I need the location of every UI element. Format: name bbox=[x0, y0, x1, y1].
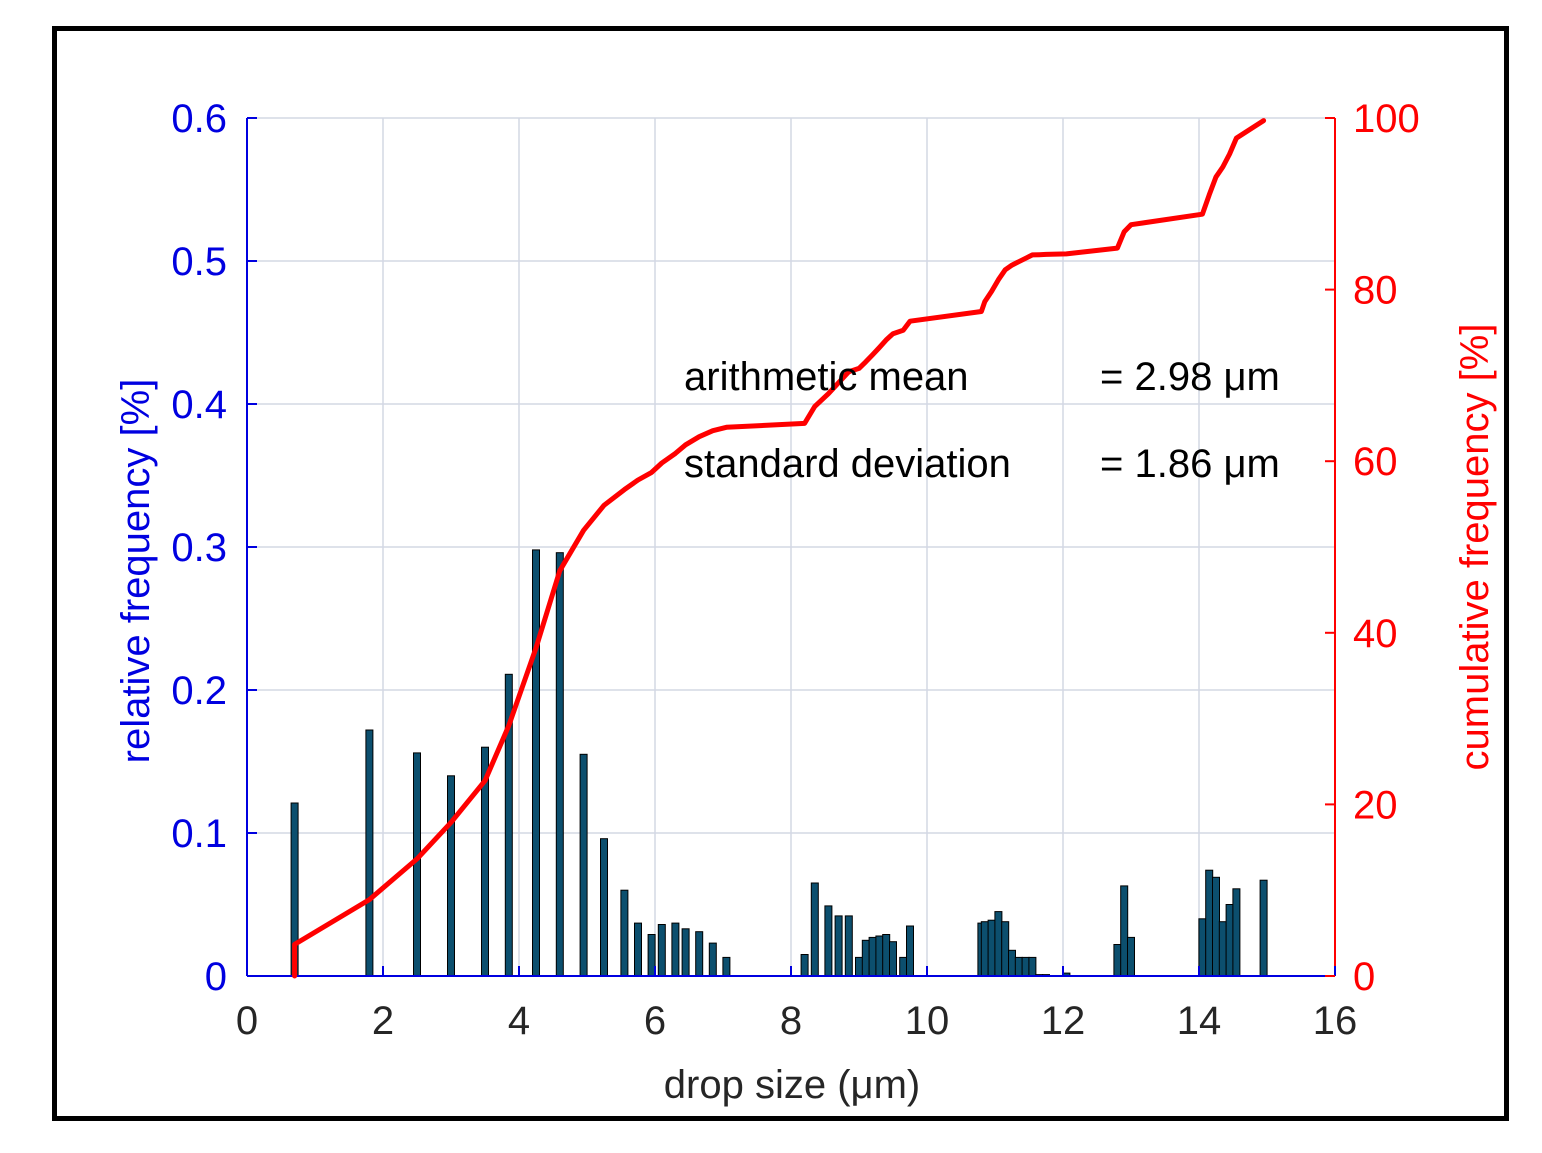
histogram-bar bbox=[1259, 879, 1268, 977]
x-tick-label: 16 bbox=[1313, 999, 1358, 1043]
cumulative-frequency-curve bbox=[292, 118, 1267, 979]
y-left-tick-label: 0.4 bbox=[171, 383, 227, 427]
y-left-tick-label: 0.1 bbox=[171, 812, 227, 856]
histogram-bar bbox=[532, 549, 540, 977]
y-right-tick-label: 80 bbox=[1353, 269, 1398, 313]
histogram-bar bbox=[868, 936, 877, 977]
histogram-bar bbox=[579, 753, 588, 977]
histogram-bar bbox=[447, 775, 455, 977]
histogram-bar bbox=[1021, 956, 1030, 977]
y-left-tick-label: 0.2 bbox=[171, 669, 227, 713]
histogram-bar bbox=[365, 729, 374, 977]
x-tick-label: 14 bbox=[1177, 999, 1222, 1043]
x-tick-label: 10 bbox=[905, 999, 950, 1043]
ticks-layer: 0 2 4 6 8 10 12 14 1600.10.20.30.40.50.602040608… bbox=[171, 97, 1419, 1043]
histogram-bar bbox=[906, 925, 914, 977]
histogram-bar bbox=[1232, 888, 1241, 977]
histogram-bar bbox=[657, 924, 666, 977]
x-tick-label: 0 bbox=[236, 999, 258, 1043]
mean-label: arithmetic mean bbox=[684, 355, 969, 399]
histogram-bar bbox=[1205, 869, 1214, 977]
histogram-bar bbox=[695, 931, 704, 977]
histogram-bar bbox=[810, 882, 819, 977]
histogram-bar bbox=[800, 954, 809, 977]
y-right-tick-label: 40 bbox=[1353, 612, 1398, 656]
histogram-bar bbox=[1113, 944, 1122, 977]
std-value: = 1.86 μm bbox=[1100, 442, 1280, 486]
x-tick-label: 12 bbox=[1041, 999, 1086, 1043]
histogram-bar bbox=[634, 922, 642, 977]
x-tick-label: 4 bbox=[508, 999, 530, 1043]
x-axis-label: drop size (μm) bbox=[664, 1063, 920, 1107]
y-right-axis-label: cumulative frequency [%] bbox=[1453, 324, 1497, 771]
y-left-axis-label: relative frequency [%] bbox=[114, 379, 158, 764]
histogram-bar bbox=[994, 911, 1003, 977]
histogram-bar bbox=[980, 921, 989, 977]
histogram-bar bbox=[834, 915, 843, 977]
histogram-bar bbox=[1001, 921, 1010, 977]
histogram-bar bbox=[722, 956, 731, 977]
histogram-bar bbox=[844, 915, 853, 977]
histogram-bar bbox=[1014, 956, 1023, 977]
y-right-tick-label: 60 bbox=[1353, 440, 1398, 484]
histogram-bar bbox=[1212, 876, 1220, 977]
x-tick-label: 2 bbox=[372, 999, 394, 1043]
mean-value: = 2.98 μm bbox=[1100, 355, 1280, 399]
histogram-bar bbox=[899, 956, 908, 977]
histogram-bar bbox=[708, 942, 717, 977]
histogram-bar bbox=[620, 889, 629, 977]
histogram-bar bbox=[987, 919, 996, 977]
y-right-tick-label: 100 bbox=[1353, 97, 1420, 141]
histogram-bar bbox=[1120, 885, 1129, 977]
figure-frame: 0 2 4 6 8 10 12 14 16 0 0.1 0.2 0.3 0.4 0.5 0.6 0 20 40 60 8… bbox=[52, 26, 1509, 1121]
grid-layer bbox=[246, 117, 1336, 977]
y-left-tick-label: 0.3 bbox=[171, 526, 227, 570]
chart-canvas: 0 2 4 6 8 10 12 14 1600.10.20.30.40.50.602040608… bbox=[114, 97, 1497, 1107]
histogram-bar bbox=[824, 905, 833, 977]
y-left-tick-label: 0 bbox=[205, 955, 227, 999]
histogram-bar bbox=[555, 552, 564, 977]
histogram-bar bbox=[861, 939, 870, 977]
bar-layer bbox=[290, 549, 1268, 977]
histogram-bar bbox=[1008, 949, 1016, 977]
histogram-bar bbox=[855, 956, 863, 977]
histogram-bar bbox=[1218, 921, 1227, 977]
histogram-bar bbox=[671, 922, 680, 977]
histogram-bar bbox=[889, 941, 897, 977]
std-label: standard deviation bbox=[684, 442, 1011, 486]
x-tick-label: 6 bbox=[644, 999, 666, 1043]
histogram-bar bbox=[875, 935, 884, 977]
y-left-tick-label: 0.6 bbox=[171, 97, 227, 141]
y-right-tick-label: 20 bbox=[1353, 783, 1398, 827]
y-right-tick-label: 0 bbox=[1353, 955, 1375, 999]
histogram-bar bbox=[681, 928, 690, 977]
histogram-bar bbox=[413, 752, 421, 977]
x-tick-label: 8 bbox=[780, 999, 802, 1043]
line-layer bbox=[292, 118, 1267, 979]
histogram-bar bbox=[1225, 904, 1234, 977]
histogram-bar bbox=[1028, 956, 1037, 977]
histogram-bar bbox=[600, 838, 608, 977]
histogram-bar bbox=[882, 934, 891, 977]
histogram-bar bbox=[1127, 936, 1135, 977]
y-left-tick-label: 0.5 bbox=[171, 240, 227, 284]
